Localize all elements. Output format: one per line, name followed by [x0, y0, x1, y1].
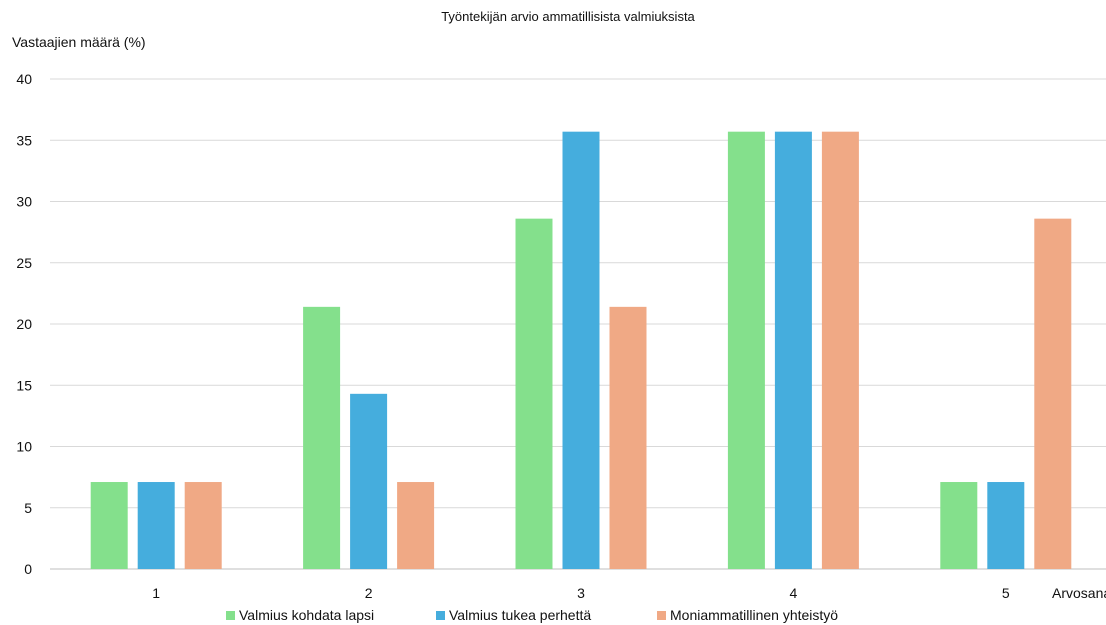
bar: [303, 306, 341, 569]
legend-swatch: [657, 611, 666, 620]
legend-label: Moniammatillinen yhteistyö: [670, 607, 838, 623]
bar: [609, 306, 647, 569]
y-tick-label: 0: [24, 561, 32, 577]
bar: [774, 131, 812, 570]
x-axis-label: Arvosana: [1052, 585, 1106, 601]
legend-label: Valmius tukea perhettä: [449, 607, 591, 623]
legend-swatch: [436, 611, 445, 620]
y-tick-label: 20: [16, 316, 32, 332]
legend: Valmius kohdata lapsi Valmius tukea perhe…: [226, 607, 838, 623]
x-tick-label: 5: [1002, 585, 1010, 601]
bars: [90, 131, 1072, 570]
x-tick-label: 4: [790, 585, 798, 601]
y-tick-label: 25: [16, 255, 32, 271]
bar: [821, 131, 859, 570]
y-tick-label: 30: [16, 194, 32, 210]
y-tick-label: 5: [24, 500, 32, 516]
y-tick-label: 10: [16, 439, 32, 455]
y-tick-label: 40: [16, 71, 32, 87]
y-tick-labels: 0 5 10 15 20 25 30 35 40: [16, 71, 32, 577]
x-tick-label: 1: [152, 585, 160, 601]
bar: [1034, 218, 1072, 569]
x-tick-label: 3: [577, 585, 585, 601]
y-axis-label: Vastaajien määrä (%): [12, 34, 146, 50]
x-tick-label: 2: [365, 585, 373, 601]
y-tick-label: 35: [16, 132, 32, 148]
bar: [137, 482, 175, 569]
legend-swatch: [226, 611, 235, 620]
y-tick-label: 15: [16, 377, 32, 393]
chart-title: Työntekijän arvio ammatillisista valmiuk…: [441, 9, 695, 24]
x-tick-labels: 1 2 3 4 5: [152, 585, 1010, 601]
bar: [987, 482, 1025, 569]
bar: [727, 131, 765, 570]
bar: [397, 482, 435, 569]
bar: [562, 131, 600, 570]
bar: [90, 482, 128, 569]
bar: [515, 218, 553, 569]
bar: [940, 482, 978, 569]
legend-label: Valmius kohdata lapsi: [239, 607, 374, 623]
bar: [184, 482, 222, 569]
bar: [350, 393, 388, 569]
